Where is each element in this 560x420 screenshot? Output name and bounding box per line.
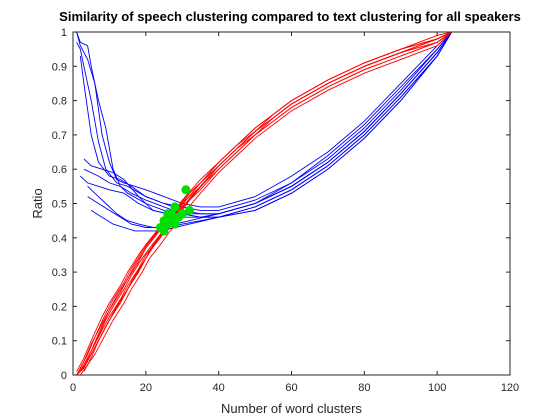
- x-tick-label: 40: [213, 382, 225, 394]
- x-tick-label: 0: [70, 382, 76, 394]
- y-axis-label: Ratio: [30, 188, 45, 218]
- y-tick-label: 0.5: [52, 199, 67, 211]
- plot-area: [73, 32, 510, 375]
- y-tick-label: 0: [61, 370, 67, 382]
- chart-title: Similarity of speech clustering compared…: [59, 9, 521, 24]
- y-tick-label: 0.1: [52, 336, 67, 348]
- x-tick-label: 80: [358, 382, 370, 394]
- intersection-point: [164, 220, 172, 228]
- intersection-point: [182, 186, 190, 194]
- x-tick-label: 120: [501, 382, 519, 394]
- x-tick-label: 100: [428, 382, 446, 394]
- x-tick-label: 20: [140, 382, 152, 394]
- x-tick-label: 60: [285, 382, 297, 394]
- y-tick-label: 0.4: [52, 233, 67, 245]
- x-axis-label: Number of word clusters: [221, 401, 362, 416]
- y-tick-label: 0.6: [52, 164, 67, 176]
- y-tick-label: 0.2: [52, 301, 67, 313]
- intersection-point: [186, 206, 194, 214]
- y-tick-label: 0.3: [52, 267, 67, 279]
- y-tick-label: 1: [61, 27, 67, 39]
- y-tick-label: 0.7: [52, 130, 67, 142]
- y-tick-label: 0.9: [52, 61, 67, 73]
- y-tick-label: 0.8: [52, 96, 67, 108]
- intersection-point: [167, 210, 175, 218]
